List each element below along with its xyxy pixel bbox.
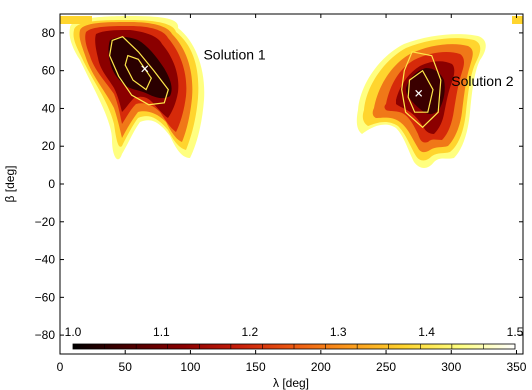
y-tick-label: 0: [48, 177, 55, 191]
x-tick-label: 150: [246, 360, 266, 374]
contour-solution-1-level-1: [108, 36, 169, 106]
marker-solution-1: [141, 65, 149, 73]
x-tick-label: 200: [311, 360, 331, 374]
y-tick-label: 20: [42, 139, 56, 153]
top-strip-right: [512, 16, 523, 24]
y-tick-label: 80: [42, 26, 56, 40]
y-axis-label: β [deg]: [3, 166, 17, 203]
x-axis-ticks: 0 50 100 150 200 250 300 350: [57, 14, 527, 374]
annotation-solution-2: Solution 2: [451, 73, 513, 89]
y-tick-label: −20: [35, 215, 56, 229]
y-tick-label: 60: [42, 64, 56, 78]
contour-solution-2-level-2: [407, 69, 434, 113]
colorbar-tick-label: 1.0: [65, 325, 82, 339]
solution-markers: [141, 65, 423, 97]
contour-solution-1-level-2: [124, 54, 152, 91]
colorbar-ticks: 1.0 1.1 1.2 1.3 1.4 1.5: [65, 325, 524, 349]
solution-1-core: [108, 37, 172, 99]
y-tick-label: 40: [42, 101, 56, 115]
colorbar-tick-label: 1.4: [418, 325, 435, 339]
colorbar: 1.0 1.1 1.2 1.3 1.4 1.5: [65, 325, 524, 350]
y-axis-ticks: −80 −60 −40 −20 0 20 40 60 80: [35, 26, 523, 342]
annotations: Solution 1 Solution 2: [203, 46, 513, 88]
colorbar-tick-label: 1.1: [153, 325, 170, 339]
y-tick-label: −40: [35, 253, 56, 267]
annotation-solution-1: Solution 1: [203, 46, 265, 62]
colorbar-tick-label: 1.5: [507, 325, 524, 339]
x-tick-label: 250: [376, 360, 396, 374]
contour-lines: [108, 36, 442, 129]
x-tick-label: 350: [506, 360, 526, 374]
x-axis-label: λ [deg]: [273, 376, 309, 390]
y-tick-label: −80: [35, 328, 56, 342]
y-tick-label: −60: [35, 290, 56, 304]
x-tick-label: 0: [57, 360, 64, 374]
x-tick-label: 50: [119, 360, 133, 374]
colorbar-tick-label: 1.2: [241, 325, 258, 339]
heatmap-layer: [60, 16, 523, 168]
x-tick-label: 300: [441, 360, 461, 374]
solution-2-core: [406, 68, 445, 115]
contour-solution-2-level-1: [401, 51, 442, 129]
x-tick-label: 100: [180, 360, 200, 374]
top-strip-left: [60, 16, 92, 24]
colorbar-tick-label: 1.3: [330, 325, 347, 339]
marker-solution-2: [415, 89, 423, 97]
